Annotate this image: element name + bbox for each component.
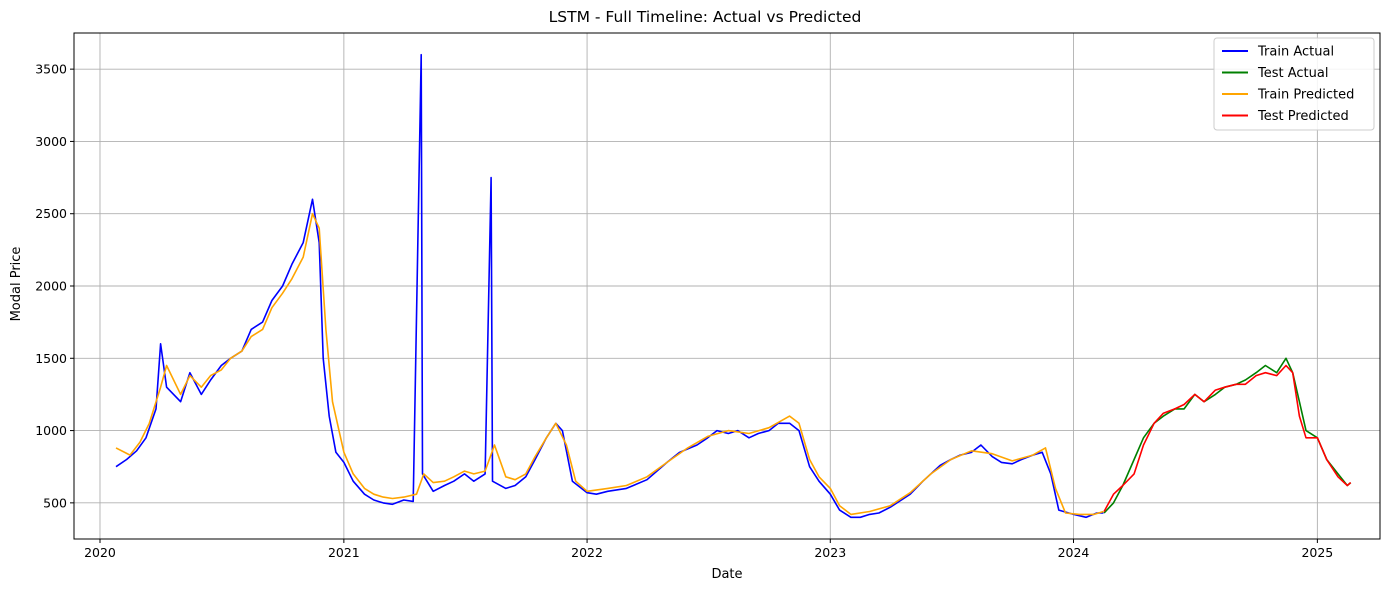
x-tick-label: 2023 xyxy=(814,545,846,560)
series-line-test-actual xyxy=(1103,357,1352,514)
y-tick-label: 2000 xyxy=(35,279,67,294)
legend: Train Actual Test Actual Train Predicted Te… xyxy=(1213,37,1375,131)
y-axis-label: Modal Price xyxy=(9,247,24,322)
grid xyxy=(74,33,1380,539)
x-tick-label: 2024 xyxy=(1058,545,1090,560)
legend-label: Train Predicted xyxy=(1257,88,1354,103)
x-tick-label: 2021 xyxy=(328,545,360,560)
x-axis-label: Date xyxy=(711,567,742,582)
series-lines xyxy=(115,53,1352,519)
series-line-train-predicted xyxy=(115,212,1104,516)
y-tick-label: 1000 xyxy=(35,423,67,438)
x-tick-label: 2025 xyxy=(1301,545,1333,560)
legend-box xyxy=(1213,37,1375,131)
axis-ticks: 2020 2021 2022 2023 2024 2025 500 1000 1500 2000 2… xyxy=(35,62,1333,560)
x-tick-label: 2020 xyxy=(84,545,116,560)
y-tick-label: 2500 xyxy=(35,206,67,221)
y-tick-label: 3500 xyxy=(35,62,67,77)
x-tick-label: 2022 xyxy=(571,545,603,560)
y-tick-label: 500 xyxy=(43,495,67,510)
y-tick-label: 1500 xyxy=(35,351,67,366)
series-line-test-predicted xyxy=(1103,364,1352,512)
legend-label: Test Predicted xyxy=(1257,109,1349,124)
y-tick-label: 3000 xyxy=(35,134,67,149)
chart-title: LSTM - Full Timeline: Actual vs Predicte… xyxy=(549,8,862,26)
legend-label: Test Actual xyxy=(1257,66,1328,81)
legend-label: Train Actual xyxy=(1257,45,1334,60)
